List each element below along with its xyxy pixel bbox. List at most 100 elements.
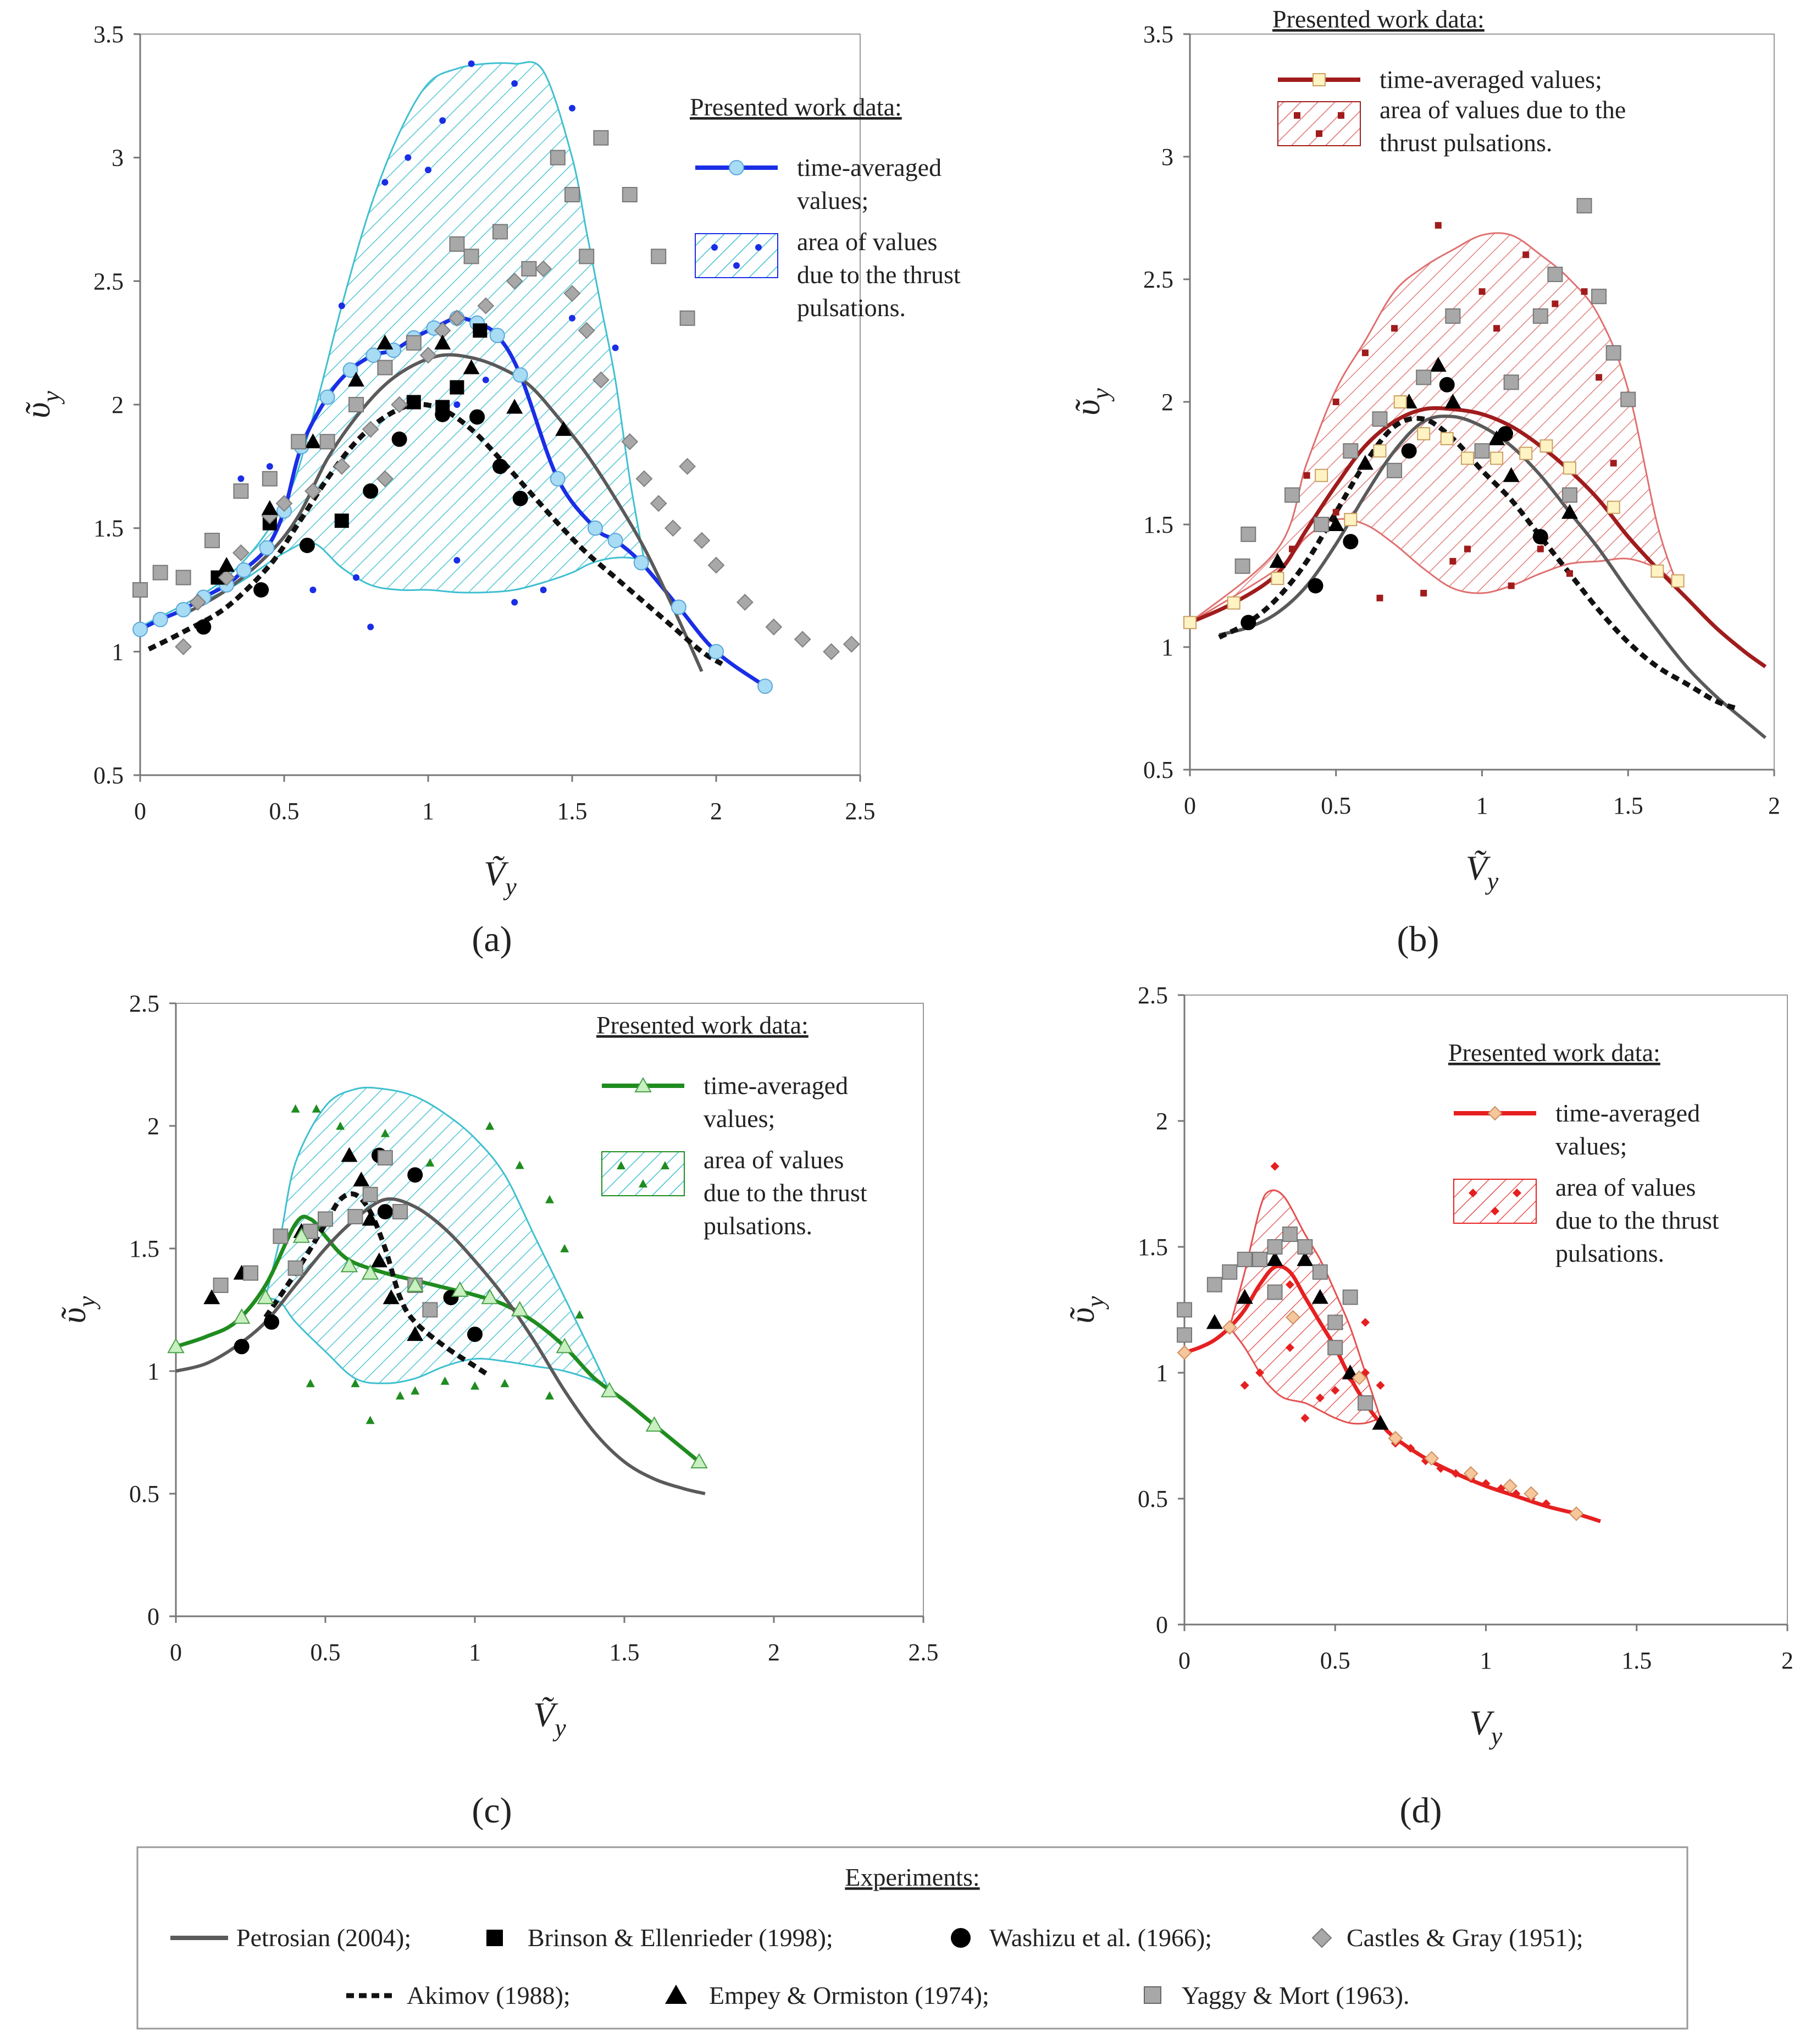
scatter-point [407, 1167, 423, 1183]
panel-label: (d) [1400, 1791, 1442, 1831]
scatter-point [555, 421, 572, 436]
scatter-point [1490, 451, 1504, 465]
scatter-point [1240, 526, 1256, 542]
x-tick-label: 2 [710, 798, 722, 825]
scatter-point [1561, 504, 1578, 519]
scatter-point [132, 582, 148, 598]
scatter-point [391, 431, 407, 447]
scatter-point [319, 434, 335, 450]
scatter-point [511, 1301, 529, 1317]
scatter-point [377, 360, 393, 375]
scatter-point [1373, 444, 1387, 458]
inset-area-label-2: thrust pulsations. [1380, 129, 1552, 157]
scatter-point [477, 297, 495, 314]
inset-area-label-2: due to the thrust [704, 1179, 867, 1207]
scatter-point [422, 1302, 438, 1318]
scatter-point [1372, 1415, 1389, 1430]
scatter-point [1297, 1251, 1314, 1266]
inset-area-label-3: pulsations. [704, 1212, 812, 1240]
inset-area-label: area of values due to the [1380, 96, 1626, 124]
scatter-point [1312, 1264, 1328, 1280]
scatter-point [1286, 1310, 1300, 1325]
legend-frame [136, 1846, 1688, 2030]
panel-label: (b) [1397, 919, 1439, 959]
y-tick-label: 1 [1161, 634, 1173, 661]
scatter-point [318, 1211, 333, 1227]
scatter-point [1327, 516, 1344, 531]
scatter-point [463, 359, 480, 374]
scatter-point [204, 533, 220, 549]
y-tick-label: 2 [1161, 389, 1173, 416]
y-tick-label: 0.5 [129, 1480, 159, 1507]
scatter-point [645, 1416, 663, 1432]
scatter-point [843, 636, 860, 653]
scatter-point [1460, 451, 1474, 465]
scatter-point [1651, 564, 1664, 578]
time-averaged-marker [633, 555, 649, 571]
scatter-point [1420, 589, 1427, 596]
scatter-point [1474, 443, 1490, 459]
scatter-point [376, 334, 394, 350]
scatter-point [435, 406, 451, 422]
scatter-point [540, 587, 547, 593]
legend-yaggy-marker [1144, 1986, 1161, 2004]
scatter-point [1537, 545, 1544, 553]
scatter-point [1284, 487, 1300, 503]
scatter-point [1237, 1251, 1253, 1267]
scatter-point [396, 1391, 405, 1400]
scatter-point [1542, 1499, 1551, 1509]
inset-area-label-2: due to the thrust [797, 261, 961, 289]
scatter-point [1591, 289, 1607, 305]
inset-area-point [1294, 112, 1300, 119]
y-tick-label: 1 [112, 638, 124, 665]
scatter-point [1361, 1318, 1370, 1327]
time-averaged-marker [175, 601, 191, 617]
scatter-point [1285, 1280, 1294, 1289]
x-axis-title: Ṽy [1466, 848, 1499, 895]
panel-label: (a) [472, 919, 512, 959]
y-tick-label: 3.5 [93, 21, 124, 48]
legend-empey-label: Empey & Ormiston (1974); [709, 1981, 989, 2009]
scatter-point [213, 1277, 229, 1293]
y-tick-label: 0 [147, 1603, 159, 1630]
inset-title: Presented work data: [690, 93, 902, 121]
scatter-point [1387, 462, 1403, 478]
time-averaged-marker [757, 678, 773, 694]
legend-akimov-label: Akimov (1988); [407, 1981, 571, 2009]
scatter-point [175, 638, 192, 655]
x-tick-label: 0 [134, 798, 146, 825]
scatter-point [1342, 1289, 1358, 1305]
scatter-point [1488, 430, 1505, 445]
panel-d: 0 0.5 1 1.5 2 0 0.5 1 1.5 2 2.5 Vy ῦy (d) Presented wo… [1062, 982, 1793, 1831]
scatter-point [243, 1265, 258, 1281]
scatter-point [1522, 251, 1530, 258]
scatter-point [1581, 288, 1588, 295]
scatter-point [439, 117, 446, 124]
series-line-main [1183, 1264, 1601, 1523]
y-tick-label: 1 [1156, 1360, 1168, 1386]
x-tick-label: 2.5 [909, 1639, 939, 1666]
scatter-point [1255, 1368, 1265, 1377]
scatter-point [1561, 487, 1577, 503]
scatter-point [351, 1379, 360, 1388]
time-averaged-marker [132, 621, 148, 637]
scatter-point [823, 643, 840, 660]
scatter-point [651, 248, 667, 264]
scatter-point [622, 187, 638, 203]
scatter-point [794, 631, 811, 648]
time-averaged-marker [152, 611, 168, 627]
scatter-point [304, 482, 322, 500]
scatter-point [365, 1416, 375, 1424]
time-averaged-marker [512, 367, 528, 383]
scatter-point [511, 80, 518, 87]
scatter-point [334, 513, 349, 528]
scatter-point [189, 594, 207, 611]
x-tick-label: 1.5 [1621, 1647, 1652, 1674]
legend-title: Experiments: [845, 1863, 979, 1891]
scatter-point [336, 1122, 345, 1130]
scatter-point [264, 1314, 280, 1330]
y-tick-label: 2 [1156, 1108, 1168, 1135]
y-axis-title: ῦy [18, 391, 65, 418]
legend-brinson-label: Brinson & Ellenrieder (1998); [528, 1924, 833, 1952]
x-tick-label: 0 [170, 1639, 182, 1666]
